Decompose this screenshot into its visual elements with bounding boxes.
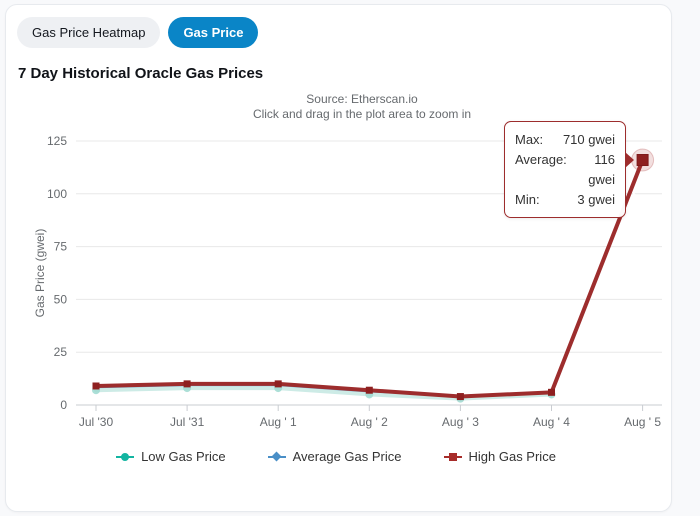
page-title: 7 Day Historical Oracle Gas Prices (18, 65, 264, 82)
data-point (274, 380, 282, 388)
tab-gas-price[interactable]: Gas Price (168, 17, 259, 48)
average-gas-price-marker-icon (267, 451, 286, 462)
tooltip-row-max: Max: 710 gwei (515, 130, 615, 150)
low-gas-price-marker-icon (116, 452, 135, 462)
data-point (92, 382, 100, 390)
x-tick-label: Jul '30 (79, 415, 114, 429)
legend-label-high: High Gas Price (468, 449, 556, 464)
y-tick-label: 50 (54, 292, 68, 306)
high-gas-price-marker-icon (443, 452, 462, 462)
legend-label-low: Low Gas Price (141, 449, 226, 464)
y-tick-label: 75 (54, 240, 68, 254)
hovered-data-point[interactable] (636, 154, 649, 167)
tooltip-row-average: Average: 116 gwei (515, 150, 615, 190)
tooltip-average-value: 116 gwei (588, 152, 615, 187)
y-axis-title: Gas Price (gwei) (33, 229, 47, 318)
gas-price-card: Gas Price Heatmap Gas Price 7 Day Histor… (5, 4, 672, 512)
legend-item-high-gas-price[interactable]: High Gas Price (443, 449, 556, 464)
series-line-low-gas-price (94, 386, 554, 401)
y-tick-label: 0 (60, 398, 67, 412)
tooltip-min-value: 3 gwei (577, 192, 615, 207)
x-tick-label: Aug ' 3 (442, 415, 479, 429)
data-point (365, 386, 373, 394)
chart-tabs: Gas Price Heatmap Gas Price (17, 17, 259, 48)
x-tick-label: Aug ' 5 (624, 415, 661, 429)
x-tick-label: Aug ' 2 (351, 415, 388, 429)
tooltip-average-label: Average: (515, 152, 567, 167)
legend-item-low-gas-price[interactable]: Low Gas Price (116, 449, 226, 464)
chart-tooltip: Max: 710 gwei Average: 116 gwei Min: 3 g… (504, 121, 640, 218)
tab-gas-price-heatmap[interactable]: Gas Price Heatmap (17, 17, 161, 48)
y-tick-label: 100 (47, 187, 67, 201)
x-tick-label: Aug ' 4 (533, 415, 570, 429)
data-point (548, 388, 555, 396)
x-tick-label: Jul '31 (170, 415, 205, 429)
tooltip-max-label: Max: (515, 132, 544, 147)
tooltip-callout-arrow (625, 152, 640, 204)
tooltip-row-min: Min: 3 gwei (515, 190, 615, 210)
x-tick-label: Aug ' 1 (260, 415, 297, 429)
chart-legend: Low Gas Price Average Gas Price High Gas… (6, 449, 666, 464)
y-tick-label: 125 (47, 134, 67, 148)
legend-label-average: Average Gas Price (292, 449, 402, 464)
legend-item-average-gas-price[interactable]: Average Gas Price (267, 449, 402, 464)
y-tick-label: 25 (54, 345, 68, 359)
tooltip-max-value: 710 gwei (562, 132, 615, 147)
gas-price-chart: 0 25 50 75 100 125 Gas Price (gwei) Jul '30 Jul … (33, 134, 662, 429)
tooltip-min-label: Min: (515, 192, 540, 207)
data-point (183, 380, 191, 388)
data-point (456, 393, 464, 401)
